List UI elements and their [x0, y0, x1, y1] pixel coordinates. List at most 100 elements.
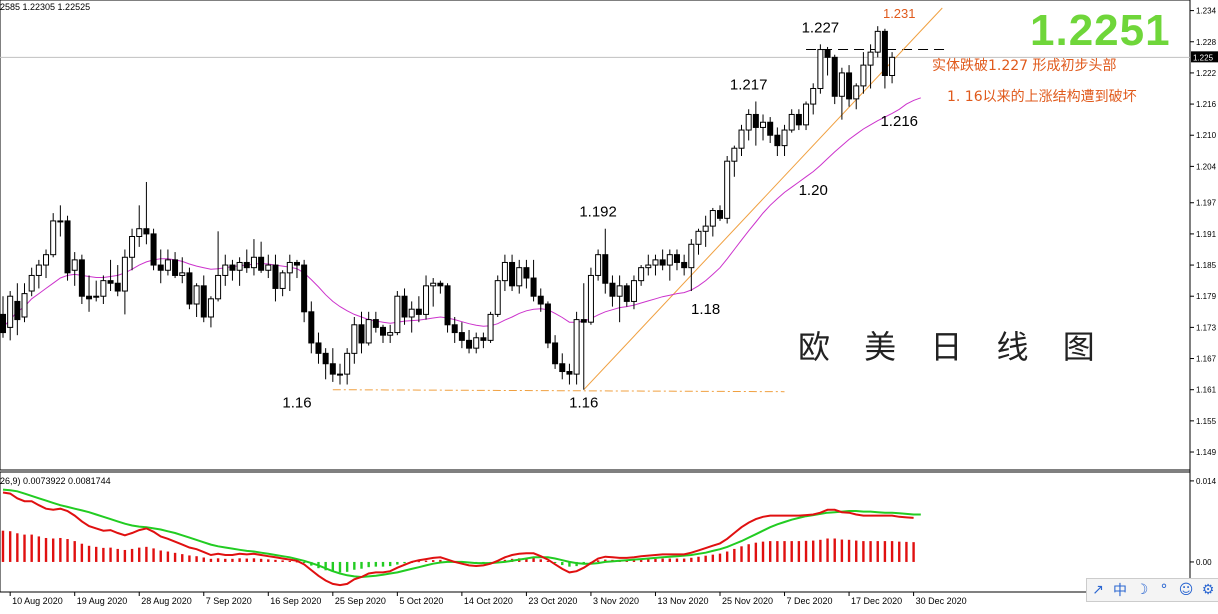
x-tick-label: 23 Oct 2020 — [528, 596, 577, 606]
price-annotation-label: 1.217 — [730, 76, 768, 93]
macd-histogram-bar — [747, 544, 750, 562]
candle-body — [767, 121, 774, 136]
macd-histogram-bar — [553, 561, 557, 563]
candle-body — [86, 295, 93, 300]
macd-histogram-bar — [16, 533, 19, 562]
candle-body — [193, 285, 200, 305]
macd-histogram-bar — [690, 557, 693, 562]
candle-body — [580, 319, 587, 323]
macd-histogram-bar — [776, 541, 779, 562]
macd-histogram-bar — [890, 541, 894, 562]
candle-body — [473, 337, 480, 349]
y-tick-label: 1.179 — [1196, 292, 1217, 301]
annotation-note-1: 实体跌破1.227 形成初步头部 — [932, 58, 1117, 74]
candle-body — [121, 256, 128, 292]
candle-body — [695, 230, 702, 245]
macd-histogram-bar — [345, 561, 349, 572]
candle-body — [602, 254, 609, 284]
candle-body — [724, 160, 731, 219]
candle-body — [609, 282, 616, 297]
x-tick-label: 17 Dec 2020 — [851, 596, 902, 606]
macd-panel-frame — [0, 471, 1191, 593]
candle-body — [322, 352, 329, 365]
candle-body — [523, 267, 530, 279]
candle-body — [838, 72, 845, 97]
macd-histogram-bar — [388, 561, 392, 567]
y-tick-label: 1.216 — [1196, 100, 1217, 109]
macd-histogram-bar — [252, 558, 256, 562]
macd-histogram-bar — [826, 538, 829, 562]
candle-body — [222, 264, 229, 276]
candle-body — [867, 51, 874, 66]
macd-histogram-bar — [596, 560, 600, 562]
ohlc-readout: 2585 1.22305 1.22525 — [0, 2, 91, 12]
candle-body — [351, 324, 358, 354]
macd-histogram-bar — [302, 561, 306, 563]
ime-chinese-icon[interactable]: 中 — [1113, 583, 1127, 599]
macd-histogram-bar — [711, 554, 715, 562]
macd-histogram-bar — [525, 558, 528, 562]
macd-histogram-bar — [396, 561, 399, 565]
x-tick-label: 28 Aug 2020 — [141, 596, 192, 606]
candle-body — [7, 295, 14, 328]
candle-body — [14, 300, 21, 321]
price-annotation-label: 1.20 — [799, 182, 828, 199]
macd-histogram-bar — [754, 542, 758, 562]
macd-histogram-bar — [109, 547, 112, 562]
macd-histogram-bar — [51, 538, 55, 562]
candle-body — [874, 30, 881, 53]
current-price-big: 1.2251 — [1030, 6, 1171, 55]
ime-toolbar[interactable]: ↗ 中 ☽ ° ☺ ⚙ — [1086, 578, 1218, 602]
ime-settings-icon[interactable]: ⚙ — [1201, 582, 1215, 598]
y-tick-label: 1.228 — [1196, 38, 1217, 47]
candle-body — [810, 87, 817, 105]
ime-arrow-icon[interactable]: ↗ — [1092, 582, 1104, 598]
macd-histogram-bar — [281, 560, 284, 562]
candle-body — [329, 363, 336, 375]
candle-body — [57, 220, 64, 223]
macd-signal-line — [2, 488, 921, 579]
candle-body — [709, 210, 716, 227]
macd-histogram-bar — [661, 558, 664, 562]
candle-body — [831, 56, 838, 97]
price-annotation-label: 1.216 — [880, 113, 918, 130]
macd-histogram-bar — [295, 561, 299, 563]
candle-body — [731, 147, 738, 162]
candle-body — [466, 339, 473, 349]
x-tick-label: 5 Oct 2020 — [399, 596, 443, 606]
macd-histogram-bar — [675, 558, 679, 562]
candle-body — [358, 324, 365, 344]
ime-punct-icon[interactable]: ° — [1160, 582, 1168, 598]
candle-body — [143, 228, 150, 235]
candle-body — [702, 225, 709, 232]
candle-body — [215, 274, 222, 300]
candle-body — [272, 264, 279, 289]
candle-body — [623, 285, 630, 302]
ime-moon-icon[interactable]: ☽ — [1135, 582, 1149, 598]
price-annotation-label: 1.18 — [691, 301, 720, 318]
macd-histogram-bar — [130, 548, 134, 562]
price-annotation-label: 1.16 — [282, 395, 311, 412]
candle-body — [136, 228, 143, 237]
macd-histogram-bar — [87, 545, 91, 562]
candle-body — [0, 313, 6, 334]
candle-body — [559, 363, 566, 373]
candle-body — [516, 267, 523, 287]
macd-histogram-bar — [331, 561, 335, 572]
macd-histogram-bar — [812, 540, 815, 562]
candle-body — [423, 285, 430, 315]
candle-body — [286, 261, 293, 274]
candle-body — [860, 64, 867, 87]
candle-body — [552, 342, 559, 365]
ime-emoji-icon[interactable]: ☺ — [1178, 582, 1194, 598]
macd-histogram-bar — [639, 559, 643, 562]
candle-body — [760, 121, 767, 128]
macd-histogram-bar — [632, 559, 636, 562]
candle-body — [630, 280, 637, 302]
macd-histogram-bar — [73, 541, 76, 562]
y-tick-label: 1.149 — [1196, 448, 1217, 457]
macd-histogram-bar — [546, 560, 550, 562]
macd-histogram-bar — [797, 541, 801, 562]
candle-body — [659, 259, 666, 266]
price-annotation-label: 1.16 — [569, 395, 598, 412]
